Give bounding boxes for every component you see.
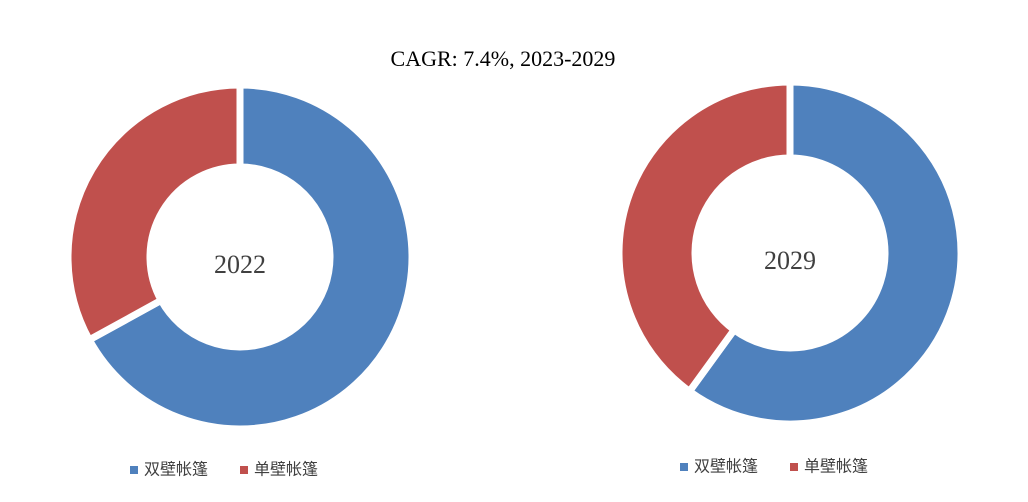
center-label: 2029: [764, 246, 816, 275]
center-label: 2022: [214, 250, 266, 279]
legend-label: 单壁帐篷: [804, 457, 868, 476]
donut-slice: [64, 81, 244, 345]
legend-swatch: [130, 466, 138, 474]
donut-slice: [84, 81, 416, 433]
legend-swatch: [680, 463, 688, 471]
legend-label: 单壁帐篷: [254, 460, 318, 479]
legend-swatch: [790, 463, 798, 471]
donut-slice: [615, 78, 794, 397]
title: CAGR: 7.4%, 2023-2029: [391, 46, 616, 71]
legend-label: 双壁帐篷: [144, 460, 208, 479]
donut-slice: [684, 78, 965, 428]
legend-swatch: [240, 466, 248, 474]
legend-label: 双壁帐篷: [694, 457, 758, 476]
